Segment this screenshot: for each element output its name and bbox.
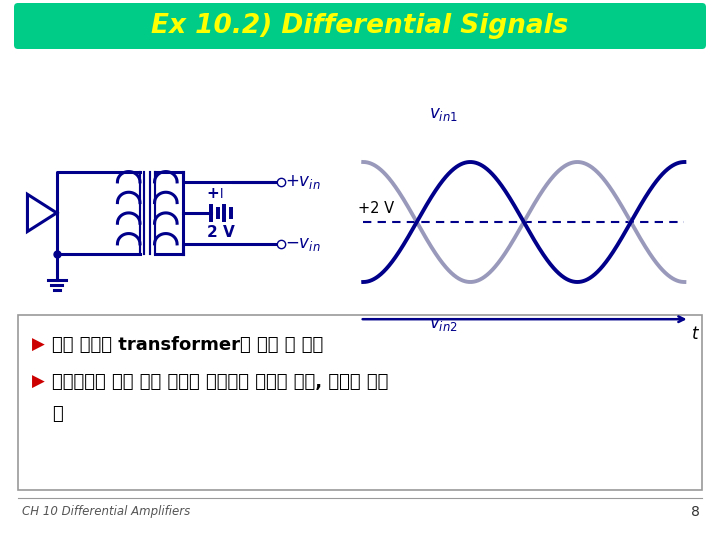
Text: ▶: ▶: [32, 336, 45, 354]
Text: $+\mathit{v}_{in}$: $+\mathit{v}_{in}$: [285, 173, 320, 191]
FancyBboxPatch shape: [18, 315, 702, 490]
Text: Ex 10.2) Differential Signals: Ex 10.2) Differential Signals: [151, 13, 569, 39]
Text: $\mathit{t}$: $\mathit{t}$: [691, 325, 701, 343]
Text: ▶: ▶: [32, 373, 45, 391]
Text: CH 10 Differential Amplifiers: CH 10 Differential Amplifiers: [22, 505, 190, 518]
Text: 차동 신호는 transformer로 만듥 수 있음: 차동 신호는 transformer로 만듥 수 있음: [52, 336, 323, 354]
Text: +: +: [207, 186, 220, 200]
Text: 8: 8: [691, 505, 700, 519]
Text: +2 V: +2 V: [358, 201, 395, 216]
Text: $\mathit{v}_{in1}$: $\mathit{v}_{in1}$: [429, 105, 458, 123]
Text: $\mathit{v}_{in2}$: $\mathit{v}_{in2}$: [429, 315, 458, 333]
Text: 됨: 됨: [52, 405, 63, 423]
Text: 차동신호는 같은 평균 전압을 공유하며 크기는 같고, 위상은 반대: 차동신호는 같은 평균 전압을 공유하며 크기는 같고, 위상은 반대: [52, 373, 388, 391]
Text: l: l: [220, 187, 224, 200]
Text: 2 V: 2 V: [207, 225, 235, 240]
FancyBboxPatch shape: [14, 3, 706, 49]
Text: $-\mathit{v}_{in}$: $-\mathit{v}_{in}$: [285, 235, 320, 253]
